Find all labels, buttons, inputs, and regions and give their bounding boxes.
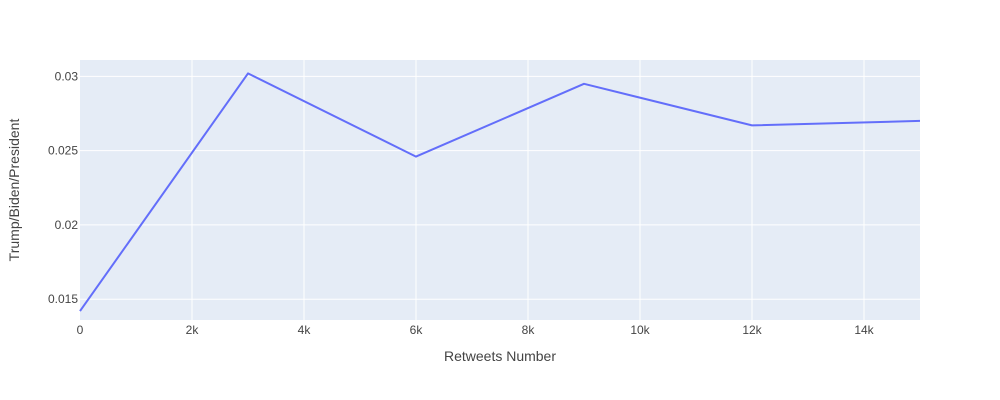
- y-tick-label: 0.025: [48, 144, 78, 158]
- x-tick-label: 2k: [186, 323, 200, 337]
- x-tick-label: 6k: [410, 323, 424, 337]
- y-tick-label: 0.02: [55, 218, 79, 232]
- x-tick-label: 8k: [522, 323, 536, 337]
- y-tick-label: 0.015: [48, 292, 78, 306]
- y-axis-ticks: 0.015 0.02 0.025 0.03: [48, 69, 78, 306]
- series-line: [79, 72, 921, 312]
- plot-background: [80, 60, 920, 320]
- y-tick-label: 0.03: [55, 69, 79, 83]
- x-tick-label: 4k: [298, 323, 312, 337]
- x-axis-ticks: 0 2k 4k 6k 8k 10k 12k 14k: [77, 323, 875, 337]
- x-tick-label: 10k: [630, 323, 650, 337]
- gridlines: [80, 60, 920, 320]
- y-axis-title: Trump/Biden/President: [6, 119, 22, 262]
- x-tick-label: 14k: [854, 323, 874, 337]
- x-tick-label: 0: [77, 323, 84, 337]
- x-axis-title: Retweets Number: [444, 348, 556, 364]
- series-layer: [79, 72, 921, 312]
- x-tick-label: 12k: [742, 323, 762, 337]
